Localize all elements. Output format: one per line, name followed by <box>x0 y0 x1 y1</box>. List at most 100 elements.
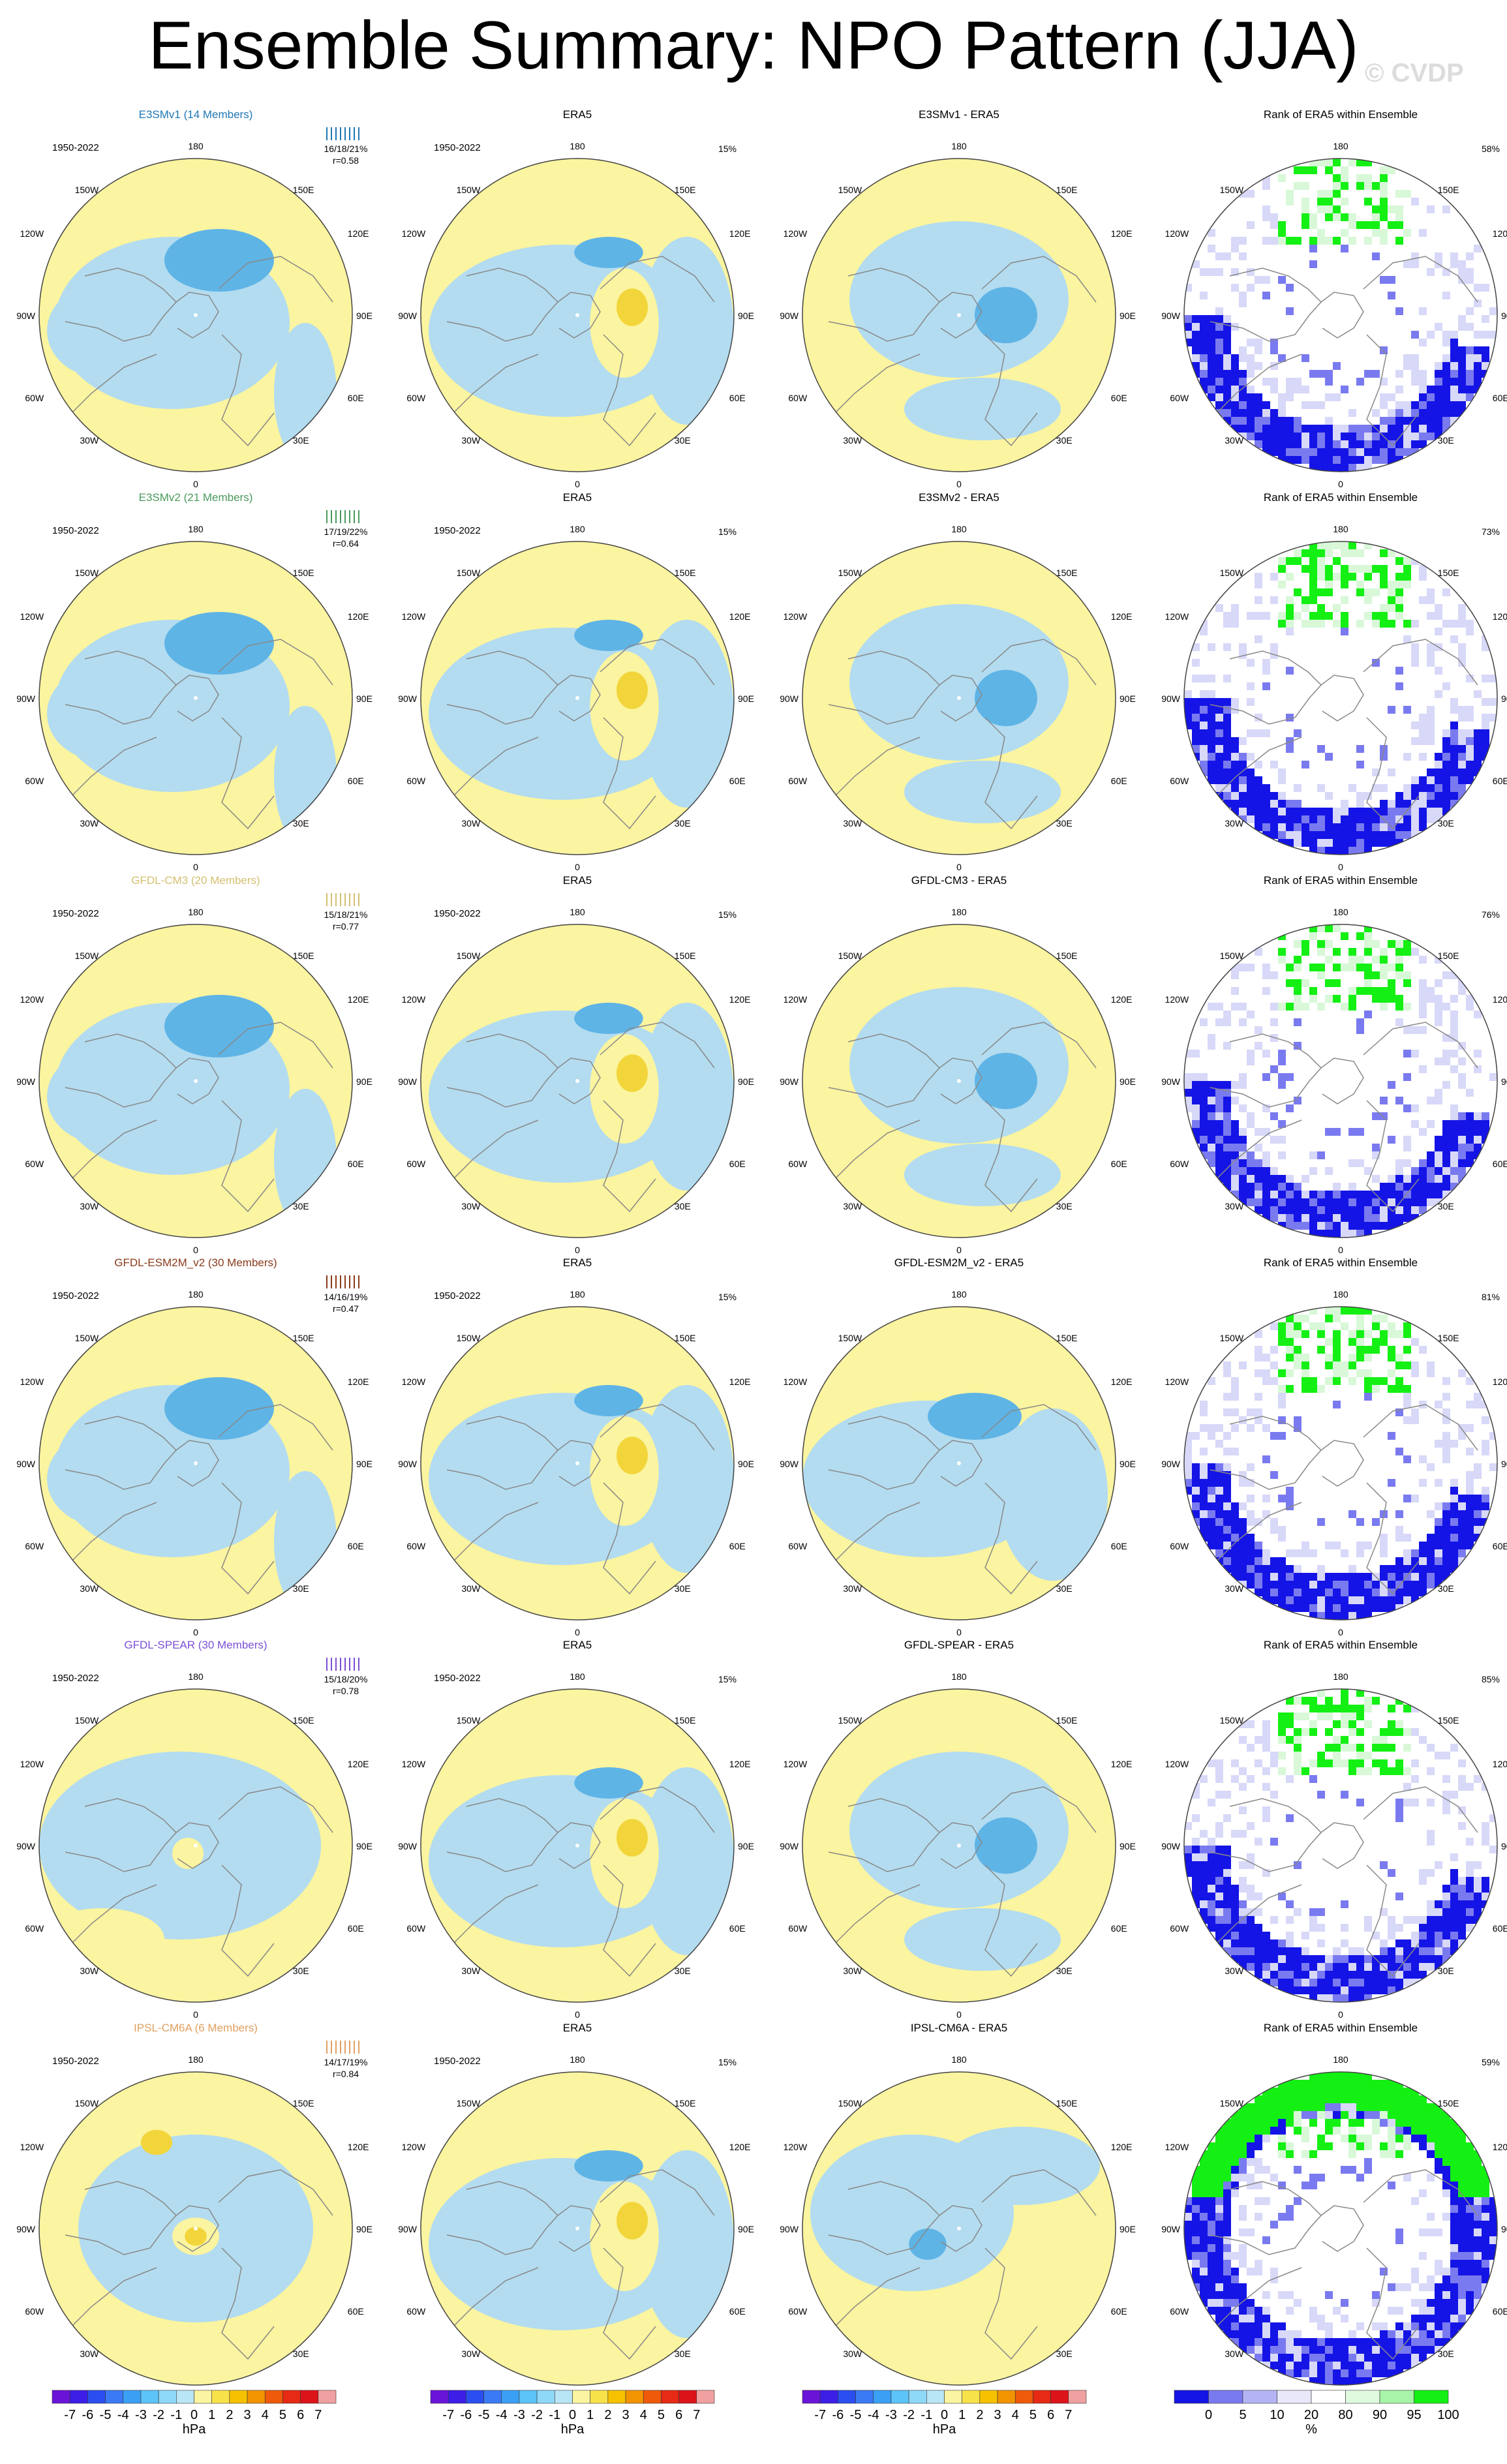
rank-cell <box>1325 979 1333 987</box>
rank-cell <box>1411 2135 1419 2142</box>
rank-cell <box>1388 1175 1395 1183</box>
rank-cell <box>1364 2158 1372 2166</box>
rank-cell <box>1395 1191 1403 1198</box>
rank-cell <box>1466 1518 1474 1526</box>
rank-cell <box>1333 1183 1341 1191</box>
rank-cell <box>1270 596 1278 604</box>
rank-cell <box>1435 1003 1442 1011</box>
colorbar-swatch <box>855 2390 874 2404</box>
rank-cell <box>1403 1416 1411 1424</box>
coastline <box>221 1482 275 1595</box>
rank-cell <box>1450 1479 1458 1487</box>
map-field <box>421 159 734 472</box>
rank-cell <box>1348 2369 1356 2377</box>
rank-cell <box>1356 987 1364 995</box>
rank-cell <box>1356 1018 1364 1026</box>
rank-cell <box>1294 237 1302 245</box>
rank-cell <box>1333 823 1341 831</box>
rank-cell <box>1333 182 1341 190</box>
rank-cell <box>1427 205 1435 213</box>
rank-cell <box>1442 1050 1450 1057</box>
rank-cell <box>1333 1736 1341 1744</box>
rank-cell <box>1427 1916 1435 1924</box>
rank-cell <box>1450 2142 1458 2150</box>
rank-cell <box>1388 1596 1395 1604</box>
rank-cell <box>1356 1191 1364 1198</box>
rank-cell <box>1364 2080 1372 2088</box>
rank-cell <box>1380 2111 1388 2119</box>
rank-cell <box>1286 815 1294 823</box>
model-title: GFDL-ESM2M_v2 (30 Members) <box>114 1256 277 1269</box>
rank-cell <box>1270 386 1278 393</box>
rank-cell <box>1341 456 1348 464</box>
rank-cell <box>1294 839 1302 847</box>
rank-cell <box>1458 2268 1466 2275</box>
rank-cell <box>1341 1222 1348 1230</box>
rank-cell <box>1317 229 1325 237</box>
rank-cell <box>1356 1198 1364 1206</box>
rank-cell <box>1356 1705 1364 1712</box>
rank-cell <box>1333 1346 1341 1354</box>
rank-cell <box>1325 1354 1333 1361</box>
rank-cell <box>1466 1885 1474 1893</box>
colorbar-swatch <box>819 2390 838 2404</box>
rank-cell <box>1427 2299 1435 2307</box>
rank-cell <box>1309 964 1317 971</box>
rank-cell <box>1208 2213 1215 2221</box>
rank-cell <box>1278 2330 1286 2338</box>
rank-cell <box>1388 1932 1395 1939</box>
member-stripe <box>326 510 327 523</box>
rank-cell <box>1255 409 1262 417</box>
rank-cell <box>1372 1759 1380 1767</box>
rank-cell <box>1403 1589 1411 1596</box>
rank-cell <box>1442 2268 1450 2275</box>
rank-cell <box>1364 1167 1372 1175</box>
rank-cell <box>1325 2119 1333 2127</box>
rank-cell <box>1200 1853 1208 1861</box>
rank-cell <box>1442 370 1450 378</box>
rank-cell <box>1442 1806 1450 1814</box>
period-label: 1950-2022 <box>52 1290 99 1301</box>
coastline <box>939 675 982 722</box>
longitude-label: 30E <box>1056 2349 1073 2359</box>
longitude-label: 60W <box>406 1541 426 1551</box>
rank-cell <box>1411 1050 1419 1057</box>
rank-cell <box>1223 1097 1231 1104</box>
longitude-label: 60W <box>406 776 426 786</box>
rank-cell <box>1286 2338 1294 2346</box>
longitude-label: 150W <box>457 2098 481 2108</box>
rank-cell <box>1262 1354 1270 1361</box>
rank-cell <box>1411 2338 1419 2346</box>
rank-cell <box>1184 1050 1192 1057</box>
coastline <box>221 1100 275 1213</box>
colorbar-swatch <box>555 2390 573 2404</box>
rank-cell <box>1200 1471 1208 1479</box>
rank-cell <box>1458 2228 1466 2236</box>
coastline <box>600 2169 715 2216</box>
rank-cell <box>1333 2338 1341 2346</box>
rank-cell <box>1411 1971 1419 1979</box>
rank-cell <box>1466 995 1474 1003</box>
rank-cell <box>1325 1198 1333 1206</box>
coastline <box>939 292 982 339</box>
rank-cell <box>1231 2142 1239 2150</box>
rank-cell <box>1208 1534 1215 1542</box>
rank-cell <box>1348 549 1356 557</box>
rank-cell <box>1262 2346 1270 2354</box>
rank-cell <box>1333 1377 1341 1385</box>
rank-cell <box>1278 2213 1286 2221</box>
rank-cell <box>1403 1744 1411 1752</box>
rank-cell <box>1403 401 1411 409</box>
rank-cell <box>1270 800 1278 808</box>
member-stripe <box>344 1658 346 1671</box>
rank-cell <box>1223 745 1231 753</box>
rank-cell <box>1419 1573 1427 1581</box>
rank-cell <box>1364 596 1372 604</box>
rank-cell <box>1395 1448 1403 1455</box>
coastline <box>557 1440 601 1487</box>
rank-cell <box>1442 776 1450 784</box>
rank-cell <box>1395 2135 1403 2142</box>
coastline <box>1363 1022 1478 1069</box>
rank-cell <box>1450 1065 1458 1073</box>
rank-cell <box>1309 1573 1317 1581</box>
